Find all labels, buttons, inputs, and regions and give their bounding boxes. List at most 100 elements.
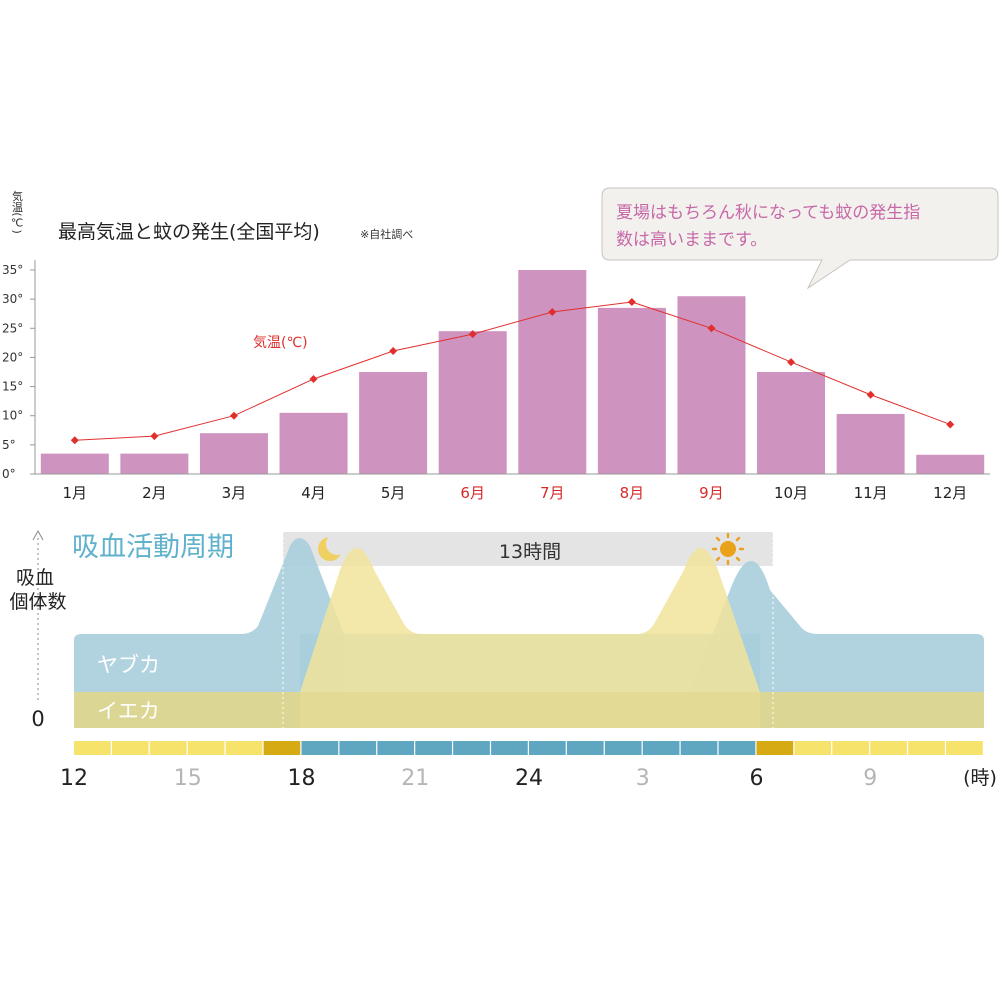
temperature-point (548, 307, 557, 316)
chart-note: ※自社調べ (360, 227, 413, 241)
time-segment (832, 741, 870, 755)
sun-icon (711, 532, 745, 566)
temperature-chart: 気温(℃) 最高気温と蚊の発生(全国平均) ※自社調べ 0° 5° 10° 15° 20… (2, 187, 999, 502)
bar (438, 331, 507, 474)
month-label: 4月 (301, 484, 326, 502)
callout-shape (601, 187, 999, 290)
bar (757, 372, 826, 474)
month-label: 3月 (222, 484, 247, 502)
bar (518, 270, 587, 474)
time-segment (529, 741, 566, 755)
hour-label: 21 (401, 766, 429, 791)
month-label: 8月 (620, 484, 645, 502)
ieka-area (300, 548, 760, 692)
ieka-label: イエカ (97, 699, 160, 723)
time-strip (74, 741, 983, 755)
month-label: 6月 (460, 484, 485, 502)
month-labels: 1月 2月 3月 4月 5月 6月 7月 8月 9月 10月 11月 12月 (63, 484, 968, 502)
temperature-point (309, 374, 318, 383)
time-segment (642, 741, 680, 755)
feeding-cycle-chart: 吸血活動周期 13時間 ヤブカ イエカ 吸血 (9, 529, 997, 791)
y-tick-label: 25° (2, 321, 23, 335)
time-segment (908, 741, 945, 755)
y-tick-label: 10° (2, 409, 23, 423)
time-segment (225, 741, 263, 755)
hour-label: 3 (636, 766, 650, 791)
temperature-point (389, 347, 398, 356)
time-segment (111, 741, 149, 755)
y-tick-label: 0° (2, 467, 16, 481)
bar-series (40, 270, 985, 474)
hour-label: 24 (515, 766, 543, 791)
time-segment (301, 741, 339, 755)
temperature-point (787, 358, 796, 367)
time-segment (263, 741, 301, 755)
callout-text: 夏場はもちろん秋になっても蚊の発生指 数は高いままです。 (616, 203, 926, 250)
temperature-point (866, 390, 875, 399)
yabuka-label: ヤブカ (97, 653, 160, 677)
y-tick-labels: 0° 5° 10° 15° 20° 25° 30° 35° (2, 263, 35, 481)
hour-unit-label: (時) (963, 767, 997, 789)
temperature-point (627, 298, 636, 307)
time-segment (149, 741, 187, 755)
temperature-points (70, 298, 955, 445)
y-tick-label: 20° (2, 350, 23, 364)
temperature-line (74, 301, 951, 441)
y-tick-label: 35° (2, 263, 23, 277)
time-segment (680, 741, 718, 755)
month-label: 7月 (540, 484, 565, 502)
cycle-title: 吸血活動周期 (72, 532, 234, 563)
bar (677, 296, 746, 474)
month-label: 2月 (142, 484, 167, 502)
time-segment (491, 741, 528, 755)
temperature-point (150, 432, 159, 441)
bar (120, 453, 189, 474)
bar (359, 372, 428, 474)
y-tick-label: 15° (2, 380, 23, 394)
hour-label: 18 (288, 766, 316, 791)
ieka-base-overlay (300, 692, 760, 728)
month-label: 5月 (381, 484, 406, 502)
temperature-point (229, 411, 238, 420)
temperature-legend-label: 気温(℃) (253, 335, 308, 351)
hour-label: 6 (750, 766, 764, 791)
temperature-point (946, 420, 955, 429)
time-segment (566, 741, 604, 755)
month-label: 9月 (699, 484, 724, 502)
hour-label: 15 (174, 766, 202, 791)
bar (916, 454, 985, 474)
bar (836, 413, 905, 474)
hour-label: 12 (60, 766, 88, 791)
bar (597, 307, 666, 474)
month-label: 1月 (63, 484, 88, 502)
time-segment (415, 741, 452, 755)
time-segment (756, 741, 794, 755)
bar (199, 433, 268, 474)
bar (279, 412, 348, 474)
cycle-y-label: 吸血 個体数 (9, 567, 66, 613)
moon-icon (318, 533, 348, 561)
temperature-point (707, 324, 716, 333)
cycle-y-axis-arrow (32, 529, 44, 541)
temperature-point (70, 436, 79, 445)
time-segment (187, 741, 225, 755)
time-segment (339, 741, 377, 755)
time-segment (870, 741, 907, 755)
time-segment (604, 741, 642, 755)
time-segment (453, 741, 490, 755)
time-segment (946, 741, 983, 755)
month-label: 11月 (854, 484, 888, 502)
y-tick-label: 5° (2, 438, 16, 452)
y-axis-label: 気温(℃) (11, 189, 24, 234)
bar (40, 453, 109, 474)
chart-title: 最高気温と蚊の発生(全国平均) (58, 221, 320, 243)
time-segment (74, 741, 111, 755)
callout-bubble: 夏場はもちろん秋になっても蚊の発生指 数は高いままです。 (601, 187, 999, 290)
cycle-y-zero: 0 (31, 707, 44, 731)
time-segment (718, 741, 756, 755)
y-tick-label: 30° (2, 292, 23, 306)
month-label: 10月 (774, 484, 808, 502)
hour-label: 9 (863, 766, 877, 791)
time-segment (377, 741, 415, 755)
